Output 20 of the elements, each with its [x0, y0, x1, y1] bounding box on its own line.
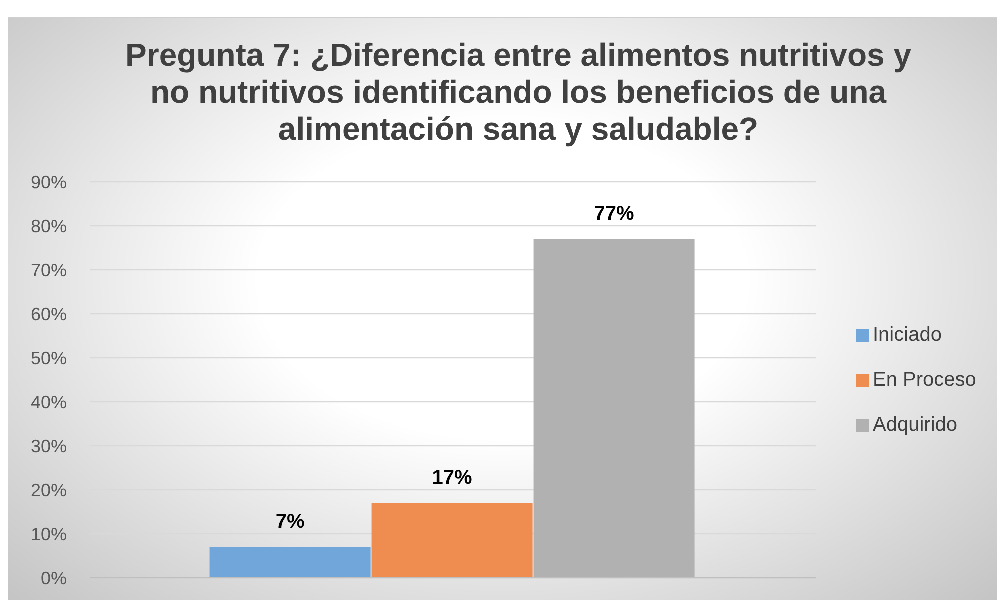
legend-label: En Proceso: [873, 369, 976, 391]
data-label: 17%: [432, 467, 473, 490]
data-label: 77%: [594, 203, 635, 226]
bar: [372, 503, 533, 578]
y-tick-label: 80%: [30, 216, 67, 236]
y-tick-label: 20%: [30, 480, 67, 500]
y-tick-label: 10%: [30, 524, 67, 544]
y-tick-label: 70%: [30, 260, 67, 280]
chart-title: Pregunta 7: ¿Diferencia entre alimentos nutritivos y no nutritivos identificando los beneficios de una alimentación sana y saludable?: [124, 37, 912, 148]
y-tick-label: 50%: [30, 348, 67, 368]
legend-label: Adquirido: [873, 414, 958, 436]
legend-label: Iniciado: [873, 324, 942, 346]
y-tick-label: 30%: [30, 436, 67, 456]
y-tick-label: 40%: [30, 392, 67, 412]
y-tick-label: 90%: [30, 172, 67, 192]
y-tick-label: 60%: [30, 304, 67, 324]
y-tick-label: 0%: [40, 568, 67, 588]
bar: [210, 547, 371, 578]
data-label: 7%: [276, 511, 305, 534]
bar: [534, 239, 695, 578]
